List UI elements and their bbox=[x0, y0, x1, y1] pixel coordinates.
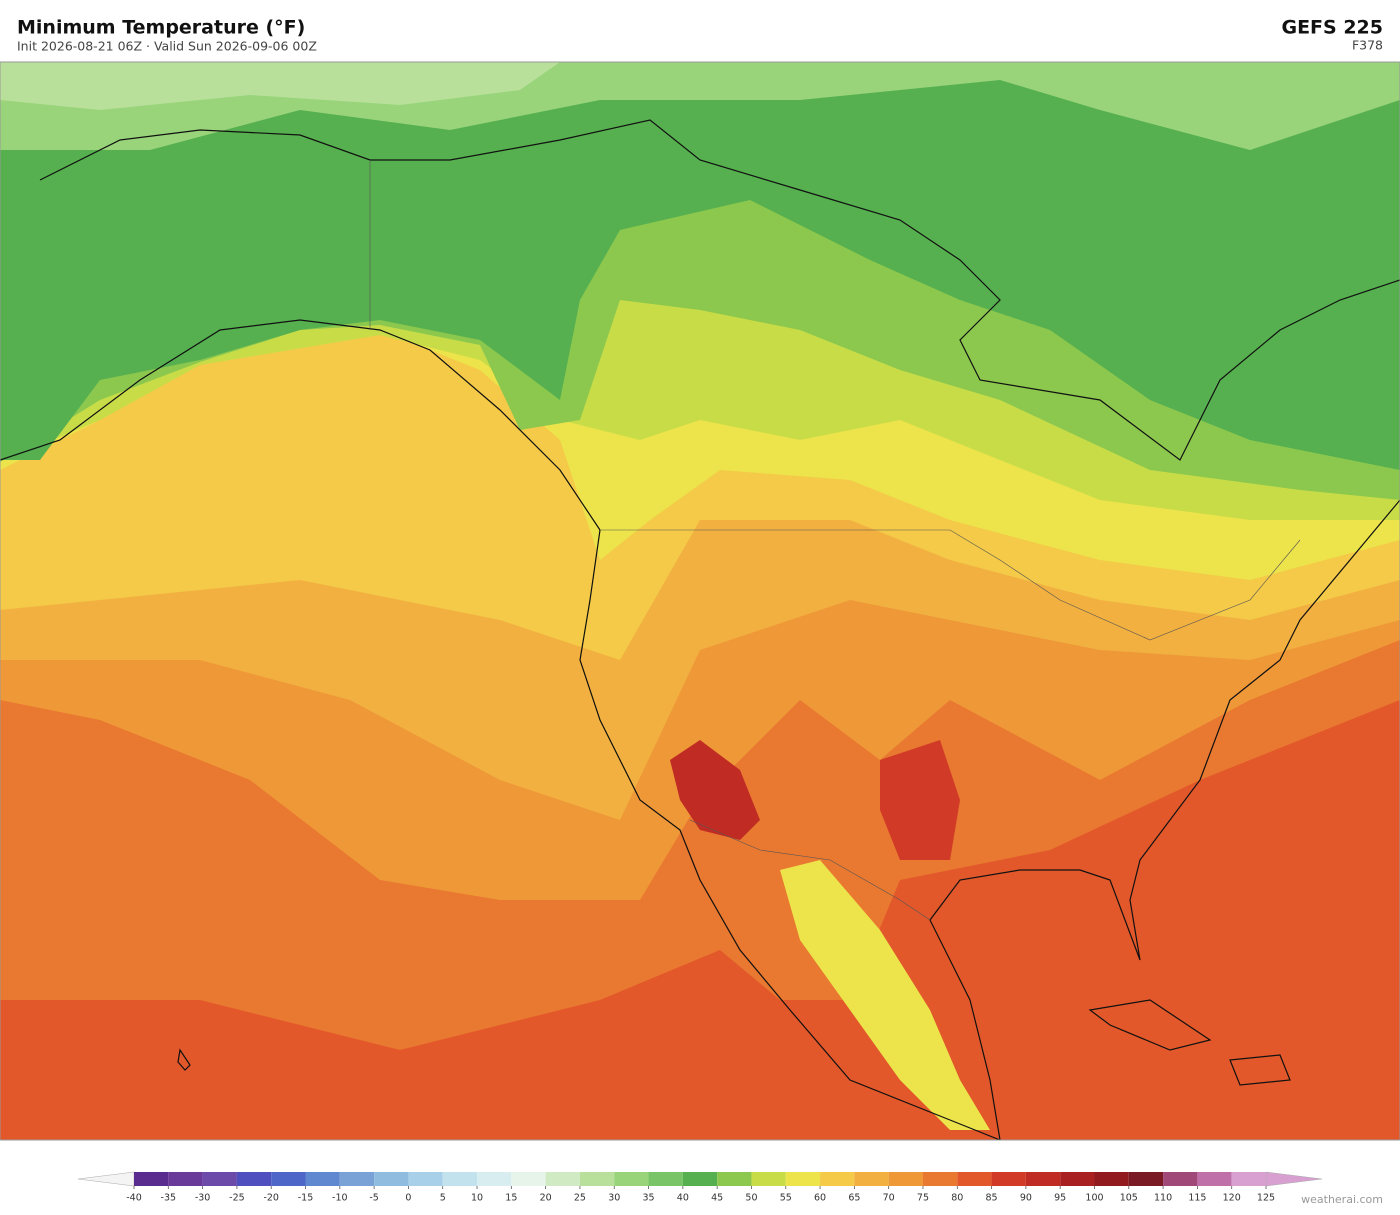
colorbar-box bbox=[271, 1172, 306, 1186]
colorbar-box bbox=[888, 1172, 923, 1186]
colorbar-under bbox=[77, 1171, 135, 1187]
colorbar-tick-label: 65 bbox=[848, 1193, 860, 1204]
map bbox=[0, 61, 1400, 1141]
colorbar-tick-label: 105 bbox=[1120, 1193, 1138, 1204]
colorbar-tick-label: 25 bbox=[574, 1193, 586, 1204]
colorbar-tick-label: 110 bbox=[1154, 1193, 1172, 1204]
colorbar-tick-label: -35 bbox=[161, 1193, 177, 1204]
coastline bbox=[0, 319, 601, 531]
field-layer bbox=[0, 62, 560, 110]
field-layer bbox=[1140, 760, 1400, 1140]
colorbar-tick-label: 15 bbox=[505, 1193, 517, 1204]
colorbar-tick-label: 35 bbox=[642, 1193, 654, 1204]
colorbar-tick-label: 50 bbox=[745, 1193, 757, 1204]
colorbar-box bbox=[236, 1172, 272, 1186]
colorbar-tick-label: -10 bbox=[332, 1193, 348, 1204]
colorbar-box bbox=[717, 1172, 752, 1186]
colorbar-box bbox=[1163, 1172, 1198, 1186]
colorbar-tick-label: 60 bbox=[814, 1193, 826, 1204]
watermark: weatherai.com bbox=[1301, 1193, 1383, 1206]
colorbar-tick-label: -5 bbox=[369, 1193, 378, 1204]
coastline bbox=[39, 119, 1400, 461]
colorbar-tick-label: 20 bbox=[540, 1193, 552, 1204]
colorbar-box bbox=[374, 1172, 409, 1186]
colorbar-tick-label: 10 bbox=[471, 1193, 483, 1204]
colorbar-box bbox=[991, 1172, 1026, 1186]
colorbar-box bbox=[957, 1172, 992, 1186]
colorbar-tick-label: 75 bbox=[917, 1193, 929, 1204]
colorbar-tick-label: -20 bbox=[263, 1193, 279, 1204]
colorbar-tick-label: 80 bbox=[951, 1193, 963, 1204]
colorbar-box bbox=[1060, 1172, 1095, 1186]
coastline bbox=[177, 999, 1291, 1086]
colorbar-tick-label: -25 bbox=[229, 1193, 245, 1204]
coastline bbox=[929, 499, 1400, 1140]
colorbar-tick-label: 70 bbox=[883, 1193, 895, 1204]
colorbar-box bbox=[820, 1172, 855, 1186]
map-subtitle: Init 2026-08-21 06Z · Valid Sun 2026-09-… bbox=[17, 39, 317, 54]
colorbar-tick-label: 125 bbox=[1257, 1193, 1275, 1204]
colorbar-tick-label: 5 bbox=[440, 1193, 446, 1204]
colorbar-box bbox=[922, 1172, 958, 1186]
colorbar-box bbox=[202, 1172, 237, 1186]
colorbar-box bbox=[614, 1172, 649, 1186]
colorbar-over bbox=[1265, 1171, 1323, 1187]
colorbar-tick-label: 30 bbox=[608, 1193, 620, 1204]
colorbar-tick-label: -40 bbox=[126, 1193, 142, 1204]
colorbar-tick-label: 90 bbox=[1020, 1193, 1032, 1204]
colorbar-box bbox=[442, 1172, 478, 1186]
map-title: Minimum Temperature (°F) bbox=[17, 17, 305, 39]
colorbar-box bbox=[408, 1172, 443, 1186]
colorbar-box bbox=[579, 1172, 615, 1186]
map-frame bbox=[0, 61, 1400, 1141]
colorbar-box bbox=[682, 1172, 718, 1186]
forecast-hour: F378 bbox=[1352, 38, 1383, 53]
colorbar-tick-label: 85 bbox=[986, 1193, 998, 1204]
colorbar-tick-label: 0 bbox=[405, 1193, 411, 1204]
colorbar-tick-label: 100 bbox=[1085, 1193, 1103, 1204]
colorbar-box bbox=[1094, 1172, 1129, 1186]
colorbar-box bbox=[545, 1172, 580, 1186]
colorbar-tick-label: 40 bbox=[677, 1193, 689, 1204]
colorbar-box bbox=[511, 1172, 546, 1186]
colorbar-tick-label: -15 bbox=[298, 1193, 314, 1204]
field-layer bbox=[780, 860, 990, 1130]
field-layer bbox=[880, 740, 960, 860]
model-label: GEFS 225 bbox=[1281, 17, 1383, 39]
field-layer bbox=[930, 885, 1150, 1035]
colorbar-box bbox=[1231, 1172, 1266, 1186]
colorbar-box bbox=[854, 1172, 889, 1186]
colorbar-box bbox=[1128, 1172, 1164, 1186]
colorbar-tick-label: 55 bbox=[780, 1193, 792, 1204]
colorbar-tick-label: -30 bbox=[195, 1193, 211, 1204]
colorbar-box bbox=[305, 1172, 340, 1186]
colorbar-box bbox=[168, 1172, 203, 1186]
colorbar-tick-label: 45 bbox=[711, 1193, 723, 1204]
colorbar-box bbox=[477, 1172, 512, 1186]
colorbar-box bbox=[1197, 1172, 1232, 1186]
border bbox=[369, 160, 1301, 921]
coastline bbox=[579, 529, 1001, 1140]
colorbar-tick-label: 95 bbox=[1054, 1193, 1066, 1204]
colorbar-box bbox=[785, 1172, 821, 1186]
colorbar-box bbox=[751, 1172, 786, 1186]
colorbar-tick-label: 115 bbox=[1188, 1193, 1206, 1204]
colorbar-box bbox=[339, 1172, 375, 1186]
colorbar-box bbox=[1025, 1172, 1061, 1186]
field-layer bbox=[670, 740, 760, 840]
colorbar-box bbox=[648, 1172, 683, 1186]
colorbar-box bbox=[134, 1172, 169, 1186]
colorbar: -40 -35 -30 -25 -20 -15 -10 -5 0 5 10 15 20 25 30 35 40 4… bbox=[77, 1171, 1323, 1204]
colorbar-tick-label: 120 bbox=[1223, 1193, 1241, 1204]
field-layer bbox=[0, 62, 1400, 470]
